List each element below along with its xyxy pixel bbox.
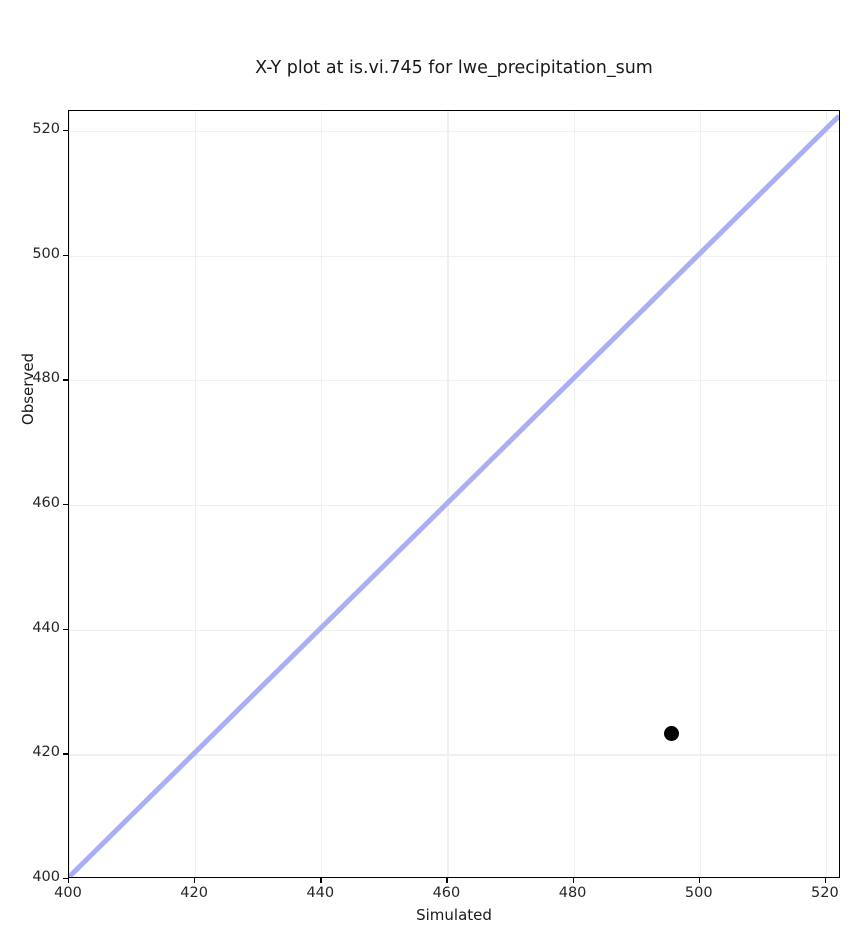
x-tick-label: 400 [54, 885, 82, 901]
gridline-vertical [573, 111, 575, 877]
x-tick-mark [572, 878, 574, 883]
y-tick-label: 400 [32, 869, 60, 885]
x-axis-label: Simulated [416, 906, 492, 924]
y-tick-label: 500 [32, 245, 60, 262]
gridline-vertical [321, 111, 323, 877]
gridline-horizontal [69, 380, 839, 382]
gridline-vertical [447, 111, 449, 877]
y-tick-mark [63, 129, 68, 132]
gridline-horizontal [69, 754, 839, 756]
gridline-vertical [699, 111, 701, 877]
y-tick-mark [63, 503, 68, 506]
gridline-horizontal [69, 504, 839, 507]
gridline-vertical [195, 111, 197, 877]
y-tick-mark [63, 379, 68, 381]
x-tick-mark [698, 878, 701, 883]
x-tick-mark [194, 878, 196, 883]
x-tick-mark [446, 878, 448, 883]
y-tick-label: 440 [32, 619, 60, 636]
gridline-vertical [825, 111, 828, 877]
x-tick-label: 520 [811, 885, 839, 901]
gridline-horizontal [69, 130, 839, 133]
y-tick-label: 460 [32, 494, 60, 511]
gridline-horizontal [69, 255, 839, 257]
gridline-horizontal [69, 629, 839, 631]
y-tick-mark [63, 753, 68, 755]
x-tick-mark [68, 878, 70, 883]
y-tick-label: 480 [32, 370, 60, 387]
data-point[interactable] [664, 726, 680, 742]
x-tick-label: 440 [306, 885, 335, 901]
gridline-vertical [69, 111, 71, 877]
y-tick-mark [63, 254, 68, 256]
x-tick-label: 420 [180, 885, 208, 901]
x-tick-label: 460 [432, 885, 461, 901]
y-tick-label: 420 [32, 744, 60, 761]
x-tick-label: 500 [684, 885, 713, 901]
y-axis-label: Observed [19, 352, 37, 426]
y-tick-mark [63, 628, 68, 630]
x-tick-mark [320, 878, 322, 883]
y-tick-mark [63, 878, 68, 880]
y-tick-label: 520 [32, 120, 60, 137]
x-tick-mark [824, 878, 827, 883]
x-tick-label: 480 [558, 885, 587, 901]
plot-area[interactable] [68, 110, 840, 878]
chart-title-line-1: X-Y plot at is.vi.745 for lwe_precipitat… [255, 58, 653, 78]
one-to-one-reference-line [69, 114, 839, 877]
